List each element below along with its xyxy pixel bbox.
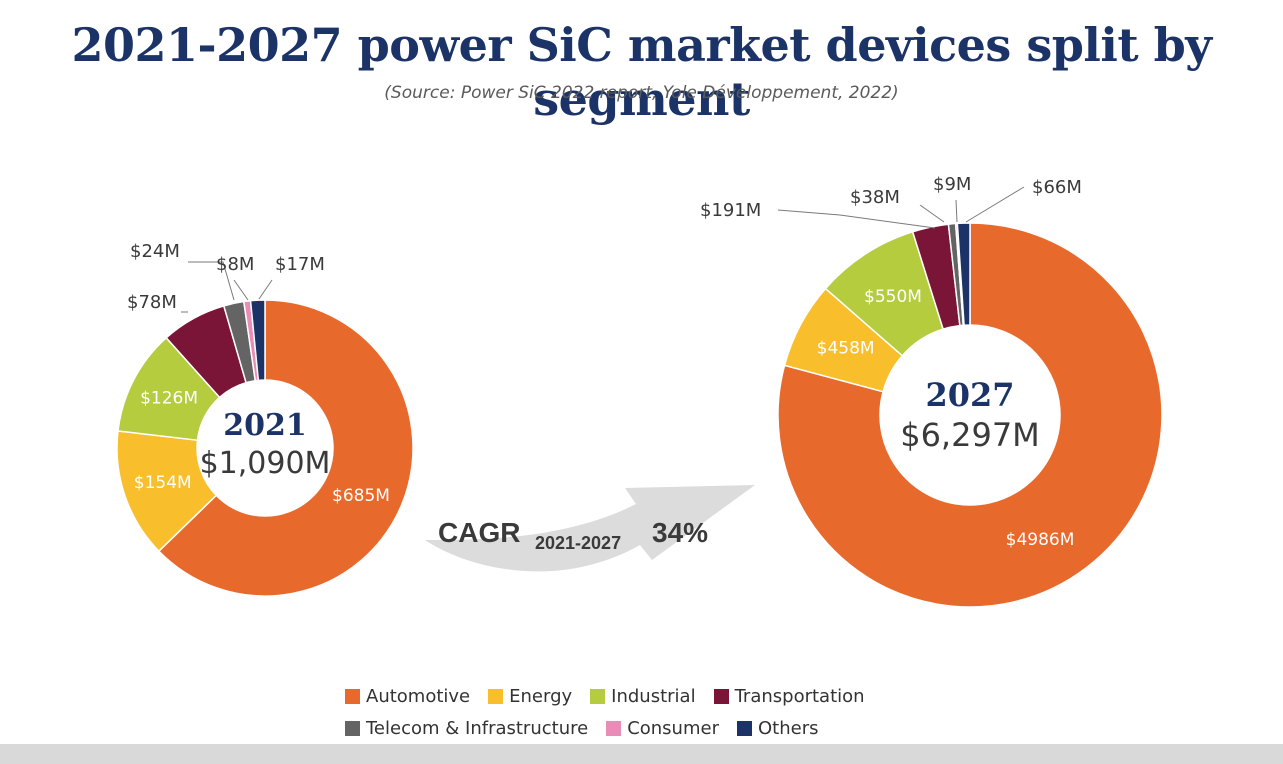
legend-swatch — [590, 688, 606, 704]
legend-item-others: Others — [736, 717, 819, 739]
legend-label: Energy — [509, 685, 573, 707]
slice-automotive — [777, 222, 1163, 608]
legend-swatch — [488, 688, 504, 704]
page-title: 2021-2027 power SiC market devices split… — [71, 18, 1212, 126]
data-label-automotive: $4986M — [1006, 530, 1075, 550]
legend-label: Telecom & Infrastructure — [366, 717, 589, 739]
legend-label: Transportation — [734, 685, 865, 707]
leader-line-others — [258, 279, 273, 300]
page-subtitle: (Source: Power SiC 2022 report, Yole Dév… — [384, 83, 899, 103]
data-label-others: $66M — [1032, 177, 1082, 198]
data-label-industrial: $550M — [864, 287, 922, 307]
legend-item-consumer: Consumer — [606, 718, 719, 739]
cagr-value: 34% — [652, 517, 708, 548]
legend-item-energy: Energy — [488, 686, 572, 707]
legend-label: Industrial — [611, 685, 696, 707]
donut-2027: $4986M $458M $550M $191M $38M $9M $66M 2027$6,2… — [700, 174, 1163, 608]
legend-item-transportation: Transportation — [713, 685, 865, 707]
data-label-transportation: $191M — [700, 200, 761, 221]
legend-label: Automotive — [366, 685, 471, 707]
legend-label: Others — [757, 717, 819, 739]
cagr-range: 2021-2027 — [535, 533, 621, 553]
leader-line-consumer — [955, 199, 958, 223]
legend-label: Consumer — [627, 717, 719, 739]
footer-bar — [0, 744, 1283, 764]
center-total: $1,090M — [200, 446, 331, 481]
cagr-arrow-shape — [425, 485, 755, 572]
legend-row: Telecom & Infrastructure Consumer Others — [345, 712, 945, 744]
chart-legend: Automotive Energy Industrial Transportation… — [345, 680, 945, 744]
leader-line-others — [965, 186, 1025, 223]
center-year: 2021 — [223, 408, 307, 443]
center-total: $6,297M — [900, 416, 1040, 454]
legend-item-automotive: Automotive — [345, 686, 470, 707]
slice-automotive — [157, 299, 414, 597]
center-year: 2027 — [925, 376, 1014, 414]
leader-line-consumer — [233, 279, 249, 301]
leader-line-telecom-infrastructure — [188, 261, 235, 301]
data-label-automotive: $685M — [332, 486, 390, 506]
legend-item-industrial: Industrial — [590, 685, 696, 707]
data-label-energy: $154M — [134, 473, 192, 493]
data-label-industrial: $126M — [140, 388, 198, 408]
data-label-telecom-infrastructure: $38M — [850, 187, 900, 208]
data-label-telecom-infrastructure: $24M — [130, 241, 180, 262]
data-label-consumer: $8M — [216, 254, 254, 275]
leader-line-telecom-infrastructure — [919, 204, 945, 223]
legend-swatch — [713, 688, 729, 704]
data-label-consumer: $9M — [933, 174, 971, 195]
legend-swatch — [345, 688, 360, 704]
donut-2021: $685M $154M $126M $78M $24M $8M $17M 2021$1,090… — [116, 241, 414, 597]
legend-swatch — [606, 720, 622, 736]
legend-item-telecom-infrastructure: Telecom & Infrastructure — [345, 718, 588, 739]
leader-line-transportation — [777, 209, 936, 229]
cagr-label: CAGR — [438, 517, 520, 548]
data-label-energy: $458M — [817, 339, 875, 359]
data-label-others: $17M — [275, 254, 325, 275]
legend-swatch — [736, 720, 752, 736]
slice-others — [956, 222, 971, 326]
legend-swatch — [345, 720, 360, 736]
slice-others — [249, 299, 266, 382]
legend-row: Automotive Energy Industrial Transportation — [345, 680, 945, 712]
data-label-transportation: $78M — [127, 292, 177, 313]
